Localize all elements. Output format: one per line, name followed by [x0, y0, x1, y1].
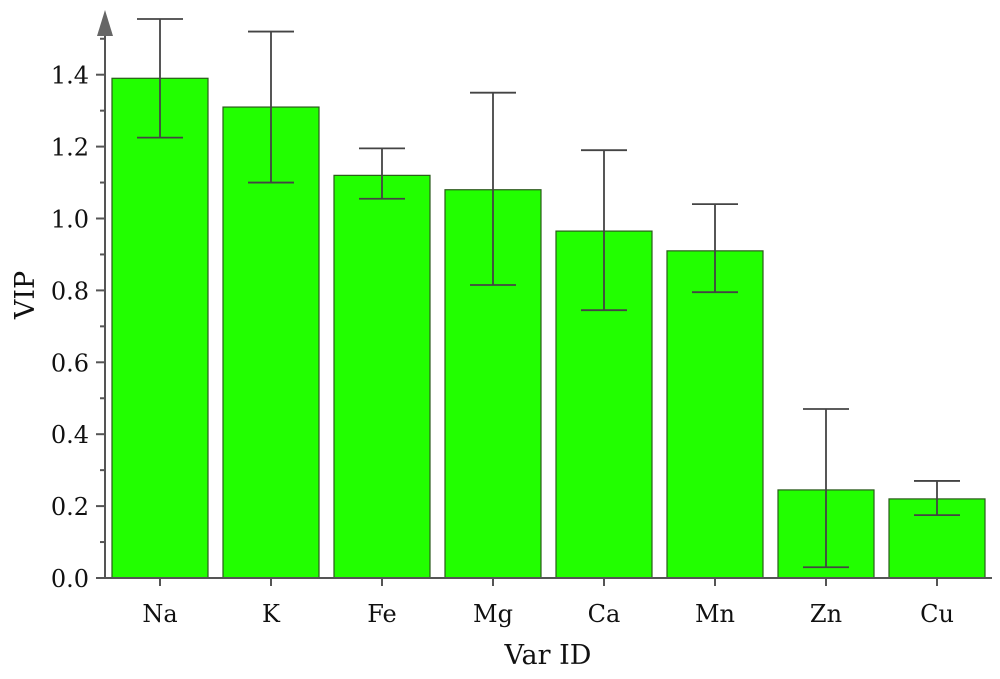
x-ticks-group: Na K Fe Mg Ca Mn Zn Cu [142, 578, 954, 628]
error-bar-mn [692, 203, 738, 294]
x-tick-label-mn: Mn [695, 600, 735, 628]
y-axis-title: VIP [10, 271, 41, 320]
x-tick-label-ca: Ca [588, 600, 621, 628]
y-tick-label-0.2: 0.2 [51, 493, 89, 521]
bar-mn [666, 250, 764, 579]
error-bar-ca [581, 149, 627, 312]
x-tick-label-k: K [262, 600, 281, 628]
y-tick-label-0.0: 0.0 [51, 565, 89, 593]
y-tick-label-0.6: 0.6 [51, 349, 89, 377]
error-bar-zn [803, 408, 849, 569]
error-bars-group [137, 18, 960, 569]
y-tick-label-1.4: 1.4 [51, 62, 89, 90]
y-axis-arrow-icon [97, 10, 113, 36]
y-tick-label-0.4: 0.4 [51, 421, 89, 449]
error-bar-na [137, 18, 183, 139]
error-bar-mg [470, 91, 516, 286]
x-tick-label-cu: Cu [920, 600, 954, 628]
bar-na [111, 77, 209, 579]
error-bar-fe [359, 147, 405, 200]
y-tick-label-0.8: 0.8 [51, 277, 89, 305]
x-tick-label-zn: Zn [810, 600, 842, 628]
y-ticks-group: 0.0 0.2 0.4 0.6 0.8 1.0 1.2 1.4 [51, 37, 105, 593]
y-tick-label-1.0: 1.0 [51, 206, 89, 234]
y-tick-label-1.2: 1.2 [51, 134, 89, 162]
x-tick-label-na: Na [142, 600, 177, 628]
bar-fe [333, 174, 431, 579]
error-bar-cu [914, 480, 960, 516]
x-tick-label-mg: Mg [473, 600, 513, 628]
x-axis-title: Var ID [504, 640, 592, 671]
axes-group [97, 10, 992, 579]
error-bar-k [248, 30, 294, 184]
x-tick-label-fe: Fe [367, 600, 397, 628]
bar-k [222, 106, 320, 579]
bars-group [111, 77, 986, 579]
